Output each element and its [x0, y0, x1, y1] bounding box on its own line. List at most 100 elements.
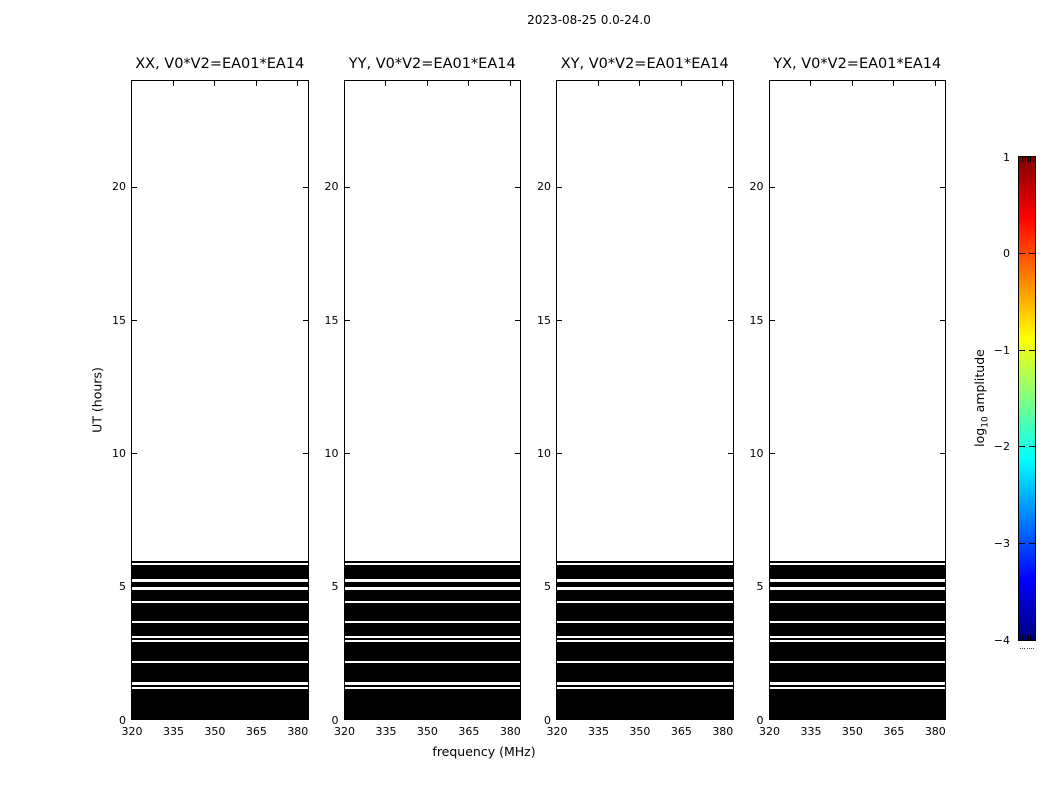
colorbar-minor-tick: [1033, 157, 1034, 162]
data-band-yy: [344, 603, 520, 621]
data-band-xy: [557, 589, 733, 601]
colorbar-dot: [1026, 648, 1028, 649]
data-band-xy: [557, 641, 733, 661]
data-band-yx: [769, 564, 945, 580]
data-band-yy: [344, 581, 520, 588]
data-band-xx: [132, 589, 308, 601]
y-tick: [557, 452, 562, 454]
colorbar-minor-tick: [1030, 157, 1032, 162]
x-tick: [810, 81, 812, 86]
colorbar-dot: [1020, 648, 1021, 649]
panel-yx: [768, 80, 946, 720]
data-band-xx: [132, 663, 308, 683]
data-band-xy: [557, 560, 733, 563]
x-tick-label: 380: [712, 725, 734, 738]
colorbar-dot: [1031, 648, 1032, 649]
data-band-xy: [557, 564, 733, 580]
y-tick: [515, 186, 520, 188]
colorbar-tick: [1019, 253, 1025, 255]
x-tick-label: 365: [670, 725, 692, 738]
colorbar-tick-label: −4: [993, 633, 1010, 647]
colorbar-tick: [1019, 349, 1025, 351]
panel-title-xy: XY, V0*V2=EA01*EA14: [560, 56, 729, 72]
x-tick-label: 365: [458, 725, 480, 738]
data-band-yx: [769, 603, 945, 621]
colorbar-tick: [1029, 542, 1035, 544]
y-tick-label: 5: [331, 580, 339, 594]
x-tick-label: 380: [924, 725, 946, 738]
colorbar-dot: [1033, 648, 1035, 649]
y-tick: [302, 452, 308, 454]
x-tick-label: 350: [841, 725, 863, 738]
y-tick: [515, 319, 520, 321]
colorbar-label-sub: 10: [980, 416, 991, 428]
data-band-yy: [344, 623, 520, 636]
colorbar-minor-tick: [1024, 635, 1026, 640]
data-band-xy: [557, 689, 733, 719]
data-band-yy: [344, 684, 520, 688]
data-band-xx: [132, 684, 308, 688]
y-tick: [940, 585, 945, 587]
x-tick: [597, 81, 599, 86]
y-tick: [727, 186, 733, 188]
y-tick-label: 15: [749, 313, 764, 327]
x-tick: [722, 81, 724, 86]
y-tick: [132, 186, 137, 188]
x-tick: [934, 81, 936, 86]
data-band-xy: [557, 663, 733, 683]
data-band-xx: [132, 560, 308, 563]
x-tick: [297, 81, 299, 86]
x-tick-label: 335: [587, 725, 609, 738]
y-tick-label: 5: [756, 580, 764, 594]
x-tick: [639, 81, 641, 86]
y-tick: [515, 585, 520, 587]
data-band-yy: [344, 689, 520, 719]
y-tick: [557, 585, 562, 587]
y-tick-label: 10: [749, 446, 764, 460]
data-band-yy: [344, 637, 520, 640]
y-tick: [940, 452, 945, 454]
data-band-xx: [132, 641, 308, 661]
y-tick: [727, 319, 733, 321]
x-tick: [385, 81, 387, 86]
colorbar-minor-tick: [1022, 635, 1023, 640]
colorbar-tick-label: −1: [993, 343, 1010, 357]
data-band-yx: [769, 641, 945, 661]
x-tick: [172, 81, 174, 86]
data-band-yy: [344, 560, 520, 563]
y-tick-label: 20: [112, 180, 126, 194]
y-tick-label: 10: [537, 446, 551, 460]
colorbar-tick: [1019, 542, 1025, 544]
colorbar-label-rest: amplitude: [971, 349, 987, 417]
y-tick-label: 5: [119, 580, 126, 594]
colorbar-tick: [1029, 446, 1035, 448]
colorbar-tick: [1019, 446, 1025, 448]
data-band-xy: [557, 581, 733, 588]
y-tick: [557, 186, 562, 188]
panel-title-yx: YX, V0*V2=EA01*EA14: [773, 56, 942, 72]
x-tick: [893, 81, 895, 86]
y-tick: [344, 186, 350, 188]
x-tick-label: 380: [287, 725, 309, 738]
data-band-xx: [132, 637, 308, 640]
data-band-xx: [132, 564, 308, 580]
x-tick: [255, 81, 257, 86]
y-tick: [769, 585, 775, 587]
colorbar-dot: [1024, 648, 1026, 649]
x-tick-label: 335: [800, 725, 822, 738]
figure-title: 2023-08-25 0.0-24.0: [527, 13, 651, 27]
y-tick-label: 15: [537, 313, 551, 327]
colorbar-minor-tick: [1033, 635, 1034, 640]
y-tick: [344, 452, 350, 454]
data-band-yy: [344, 641, 520, 661]
panel-xy: [556, 80, 734, 720]
data-band-xy: [557, 623, 733, 636]
y-tick-label: 20: [537, 180, 551, 194]
y-tick: [132, 319, 137, 321]
colorbar-tick-label: 0: [1003, 247, 1010, 261]
y-tick: [302, 585, 308, 587]
y-tick: [727, 452, 733, 454]
y-tick-label: 5: [544, 580, 551, 594]
x-tick-label: 335: [162, 725, 184, 738]
y-tick: [769, 186, 775, 188]
